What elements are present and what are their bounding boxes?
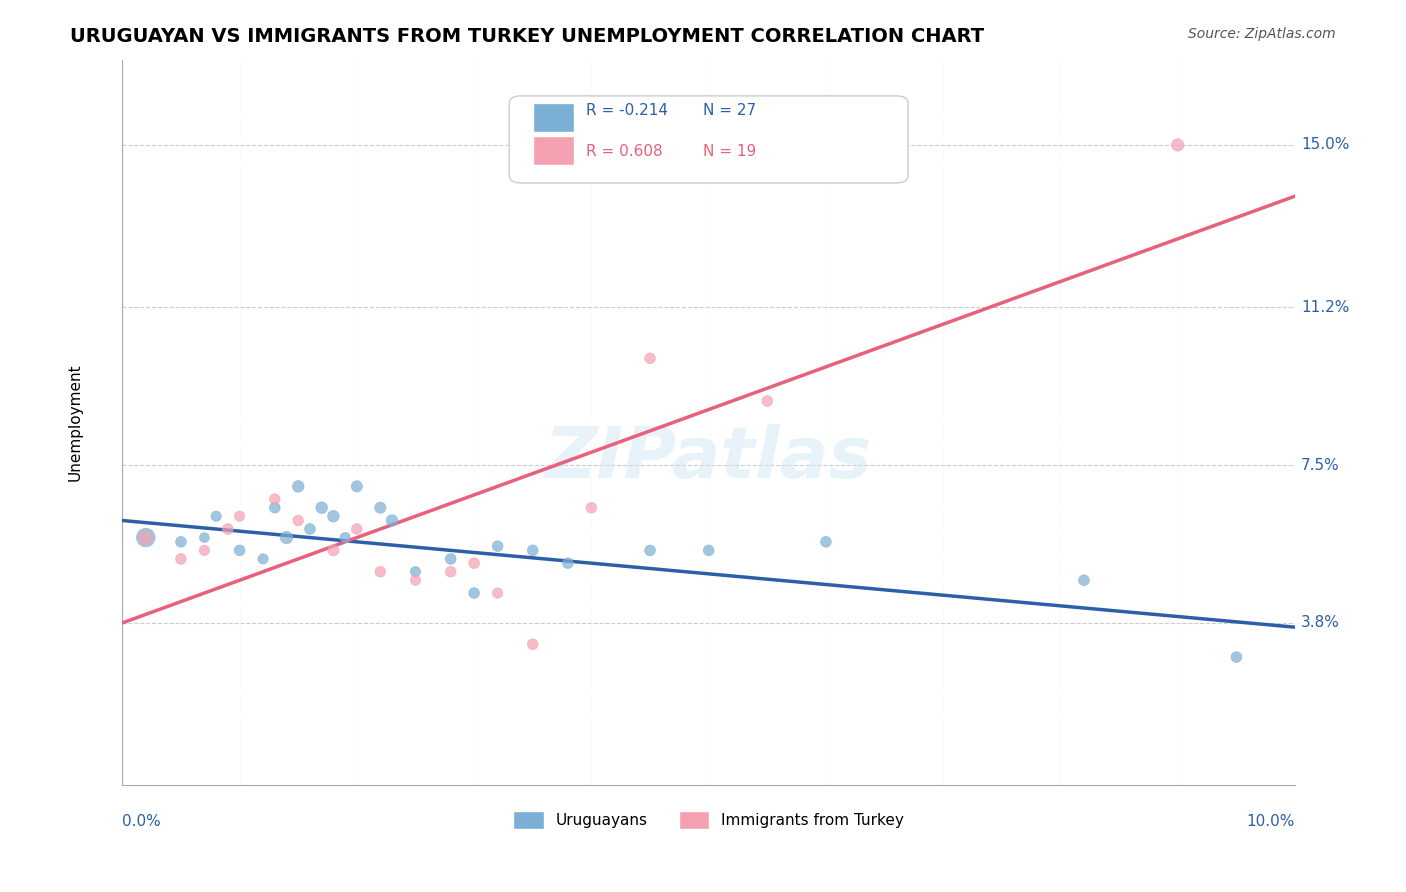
Legend: Uruguayans, Immigrants from Turkey: Uruguayans, Immigrants from Turkey	[508, 805, 910, 836]
Point	[463, 586, 485, 600]
Point	[1167, 138, 1189, 153]
Text: Source: ZipAtlas.com: Source: ZipAtlas.com	[1188, 27, 1336, 41]
Point	[638, 543, 661, 558]
Point	[276, 531, 298, 545]
Text: 7.5%: 7.5%	[1301, 458, 1340, 473]
Text: 0.0%: 0.0%	[122, 814, 162, 829]
FancyBboxPatch shape	[533, 136, 574, 165]
Point	[440, 552, 463, 566]
Point	[135, 531, 157, 545]
Text: R = -0.214: R = -0.214	[585, 103, 668, 118]
Point	[368, 565, 391, 579]
Point	[287, 514, 309, 528]
Point	[368, 500, 391, 515]
Point	[463, 556, 485, 570]
Point	[756, 394, 779, 409]
Point	[322, 543, 344, 558]
Point	[522, 637, 544, 651]
Point	[287, 479, 309, 493]
Point	[522, 543, 544, 558]
Point	[217, 522, 239, 536]
Point	[346, 522, 368, 536]
Point	[486, 586, 509, 600]
Point	[170, 534, 193, 549]
Point	[228, 543, 250, 558]
Text: 15.0%: 15.0%	[1301, 137, 1350, 153]
Point	[440, 565, 463, 579]
Point	[333, 531, 356, 545]
Point	[205, 509, 228, 524]
Point	[557, 556, 579, 570]
Point	[405, 565, 427, 579]
Point	[311, 500, 333, 515]
Text: N = 19: N = 19	[703, 144, 756, 159]
FancyBboxPatch shape	[509, 95, 908, 183]
Text: 3.8%: 3.8%	[1301, 615, 1340, 631]
Point	[381, 514, 404, 528]
Point	[1225, 650, 1247, 665]
Text: R = 0.608: R = 0.608	[585, 144, 662, 159]
Point	[263, 492, 285, 507]
Point	[170, 552, 193, 566]
Point	[346, 479, 368, 493]
Text: 10.0%: 10.0%	[1247, 814, 1295, 829]
Point	[263, 500, 285, 515]
Point	[228, 509, 250, 524]
Text: ZIPatlas: ZIPatlas	[546, 424, 872, 493]
Point	[581, 500, 603, 515]
Point	[638, 351, 661, 366]
Point	[322, 509, 344, 524]
Point	[486, 539, 509, 553]
Text: 11.2%: 11.2%	[1301, 300, 1350, 315]
Text: N = 27: N = 27	[703, 103, 756, 118]
Point	[298, 522, 321, 536]
Point	[193, 531, 215, 545]
Point	[135, 531, 157, 545]
Point	[193, 543, 215, 558]
FancyBboxPatch shape	[533, 103, 574, 132]
Point	[1073, 574, 1095, 588]
Point	[405, 574, 427, 588]
Point	[814, 534, 837, 549]
Text: Unemployment: Unemployment	[67, 364, 83, 481]
Text: URUGUAYAN VS IMMIGRANTS FROM TURKEY UNEMPLOYMENT CORRELATION CHART: URUGUAYAN VS IMMIGRANTS FROM TURKEY UNEM…	[70, 27, 984, 45]
Point	[252, 552, 274, 566]
Point	[697, 543, 720, 558]
